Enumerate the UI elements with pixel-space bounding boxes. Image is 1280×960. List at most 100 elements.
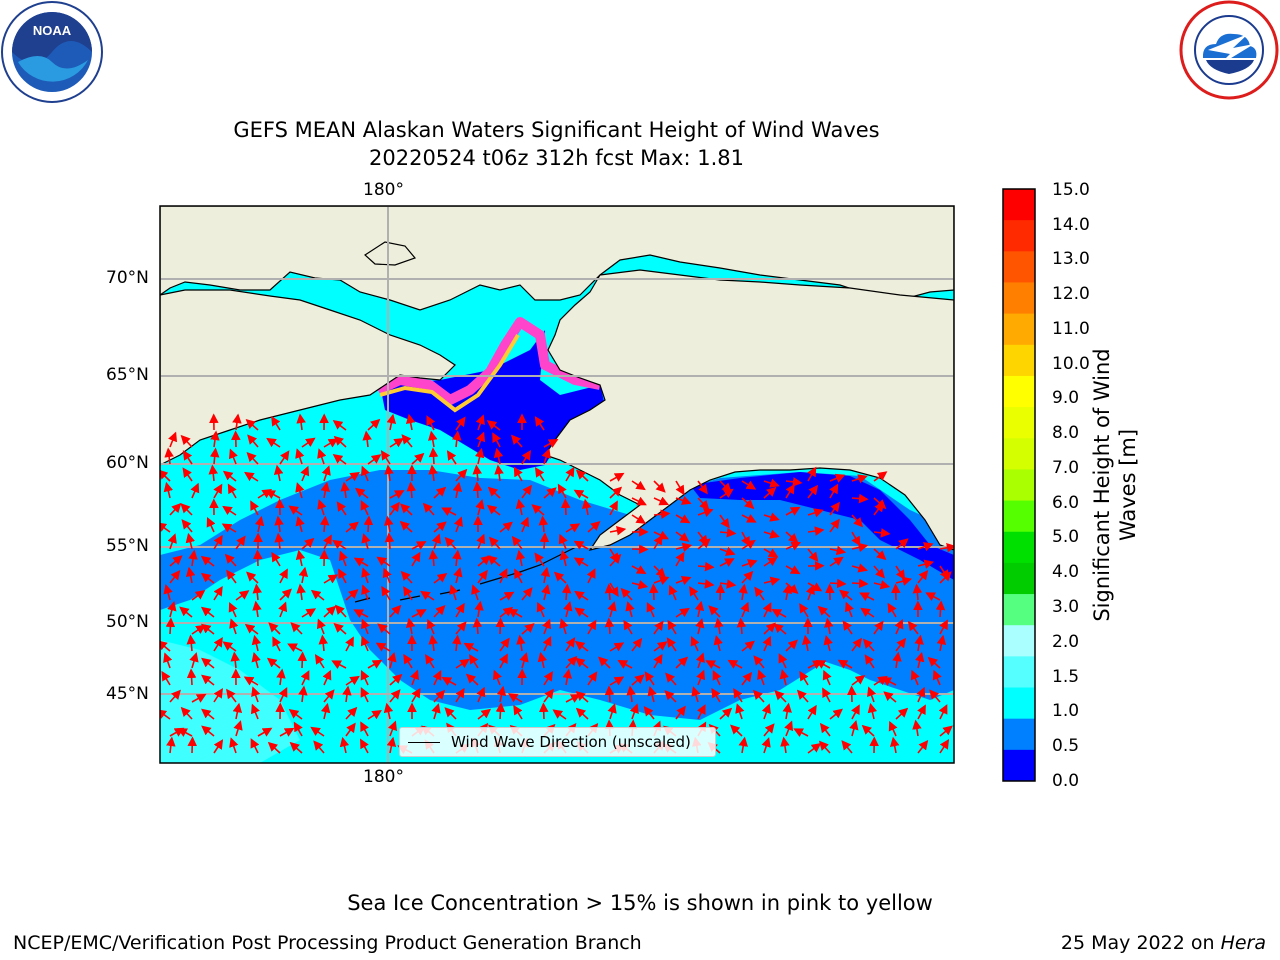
sea-ice-fringe (375, 317, 601, 405)
colorbar-segment (1003, 500, 1035, 533)
colorbar-segment (1003, 531, 1035, 564)
wave-arrow (353, 609, 369, 619)
wave-arrow (496, 685, 507, 703)
wave-arrow (531, 504, 545, 516)
wave-arrow (675, 480, 685, 496)
wave-arrow (552, 709, 567, 720)
wave-arrow (187, 736, 198, 754)
wave-arrow (653, 620, 664, 635)
wave-arrow (160, 522, 171, 533)
wave-arrow (376, 556, 391, 567)
wave-arrow (559, 618, 569, 635)
wave-arrow (177, 728, 193, 737)
wave-arrow (180, 706, 193, 720)
wave-arrow (169, 569, 181, 584)
wave-arrow (246, 451, 259, 465)
wave-arrow (513, 466, 523, 482)
wave-arrow (185, 566, 196, 584)
wave-arrow (301, 608, 317, 618)
wave-arrow (428, 447, 439, 465)
wave-arrow (182, 450, 193, 465)
wave-arrow (323, 605, 337, 618)
wave-arrow (453, 566, 463, 584)
wave-arrow (888, 720, 898, 737)
wave-arrow (735, 703, 745, 720)
wave-arrow (342, 685, 352, 703)
ocean-deep-bering (380, 330, 605, 470)
wave-arrow (165, 617, 176, 635)
wave-arrow (507, 693, 523, 703)
wave-arrow (428, 549, 439, 567)
wave-arrow (617, 660, 633, 669)
wave-arrow (631, 580, 649, 590)
wave-arrow (422, 502, 435, 516)
wave-arrow (190, 482, 200, 499)
cb-tick-2: 2.0 (1052, 632, 1080, 652)
map-legend: Wind Wave Direction (unscaled) (399, 727, 716, 757)
wave-arrow (265, 490, 281, 499)
wave-arrow (495, 617, 506, 635)
wave-arrow (561, 583, 572, 601)
wave-arrow (477, 708, 492, 720)
colorbar-segment (1003, 718, 1035, 751)
wave-arrow (543, 688, 554, 703)
wave-arrow (360, 669, 370, 686)
wave-arrow (573, 540, 589, 550)
wave-arrow (912, 719, 922, 737)
wave-arrow (209, 447, 220, 465)
wave-arrow (829, 483, 839, 499)
wave-arrow (895, 565, 906, 580)
cb-tick-15: 15.0 (1052, 180, 1090, 200)
wave-arrow (762, 602, 772, 618)
wave-arrow (250, 500, 259, 516)
wave-arrow (254, 515, 265, 533)
wave-arrow (695, 652, 705, 669)
wave-arrow (560, 498, 571, 516)
noaa-logo-icon: NOAA (1, 1, 103, 103)
wave-arrow (851, 578, 869, 589)
wave-arrow (360, 465, 370, 482)
colorbar-segment (1003, 438, 1035, 470)
wave-arrow (675, 705, 686, 720)
wave-arrow (235, 535, 246, 550)
wave-arrow (244, 623, 259, 635)
wave-arrow (573, 489, 589, 499)
wave-arrow (411, 541, 427, 550)
wave-arrow (515, 498, 526, 516)
wave-arrow (851, 704, 860, 720)
wave-arrow (860, 607, 875, 618)
wave-arrow (563, 600, 573, 618)
wave-arrow (778, 653, 788, 669)
wave-arrow (675, 551, 685, 567)
wave-arrow (573, 557, 589, 567)
wave-arrow (785, 541, 802, 551)
wave-arrow (475, 499, 485, 516)
wave-arrow (801, 634, 812, 652)
wave-arrow (773, 623, 787, 635)
wave-arrow (823, 634, 833, 652)
wave-arrow (507, 608, 523, 618)
wave-arrow (320, 481, 331, 499)
wave-arrow (607, 601, 617, 618)
wave-arrow (782, 702, 792, 720)
wave-arrow (345, 636, 354, 652)
wave-arrow (543, 487, 557, 499)
wave-arrow (521, 450, 531, 465)
wave-arrow (401, 434, 413, 448)
wave-arrow (559, 549, 569, 567)
wave-arrow (785, 639, 798, 652)
wave-arrow (201, 657, 215, 669)
wave-arrow (367, 418, 381, 431)
wave-arrow (541, 583, 551, 601)
wave-arrow (859, 592, 875, 602)
wave-arrow (719, 546, 736, 556)
wave-arrow (323, 534, 332, 550)
wave-arrow (675, 656, 689, 669)
wave-arrow (180, 503, 193, 516)
wave-arrow (432, 670, 442, 686)
wave-arrow (499, 521, 513, 533)
wave-arrow (340, 481, 350, 499)
wave-arrow (799, 602, 809, 618)
wave-arrow (695, 617, 705, 635)
wave-arrow (400, 570, 413, 584)
